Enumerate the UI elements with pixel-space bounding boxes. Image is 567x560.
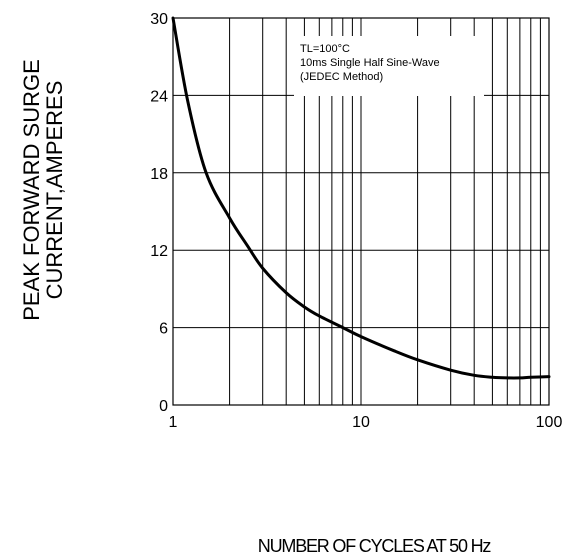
annotation-line-2: 10ms Single Half Sine-Wave: [300, 57, 440, 69]
x-tick-label: 10: [352, 414, 370, 431]
annotation-line-3: (JEDEC Method): [300, 71, 383, 83]
y-axis-label-line-1: PEAK FORWARD SURGE: [19, 59, 44, 321]
x-axis-label: NUMBER OF CYCLES AT 50 Hz: [258, 536, 492, 556]
y-tick-label: 30: [150, 11, 168, 28]
y-tick-label: 6: [159, 321, 168, 338]
y-tick-label: 24: [150, 88, 168, 105]
y-axis-label-line-2: CURRENT,AMPERES: [42, 81, 67, 300]
y-tick-labels: 0 6 12 18 24 30: [150, 11, 168, 415]
plot-frame: [172, 17, 550, 406]
y-tick-label: 12: [150, 243, 168, 260]
x-tick-label: 1: [169, 414, 178, 431]
x-tick-labels: 1 10 100: [169, 414, 563, 431]
x-tick-label: 100: [536, 414, 563, 431]
y-tick-label: 18: [150, 166, 168, 183]
annotation-box: TL=100°C 10ms Single Half Sine-Wave (JED…: [294, 36, 484, 96]
annotation-line-1: TL=100°C: [300, 43, 350, 55]
surge-current-curve: [171, 16, 551, 380]
y-tick-label: 0: [159, 398, 168, 415]
